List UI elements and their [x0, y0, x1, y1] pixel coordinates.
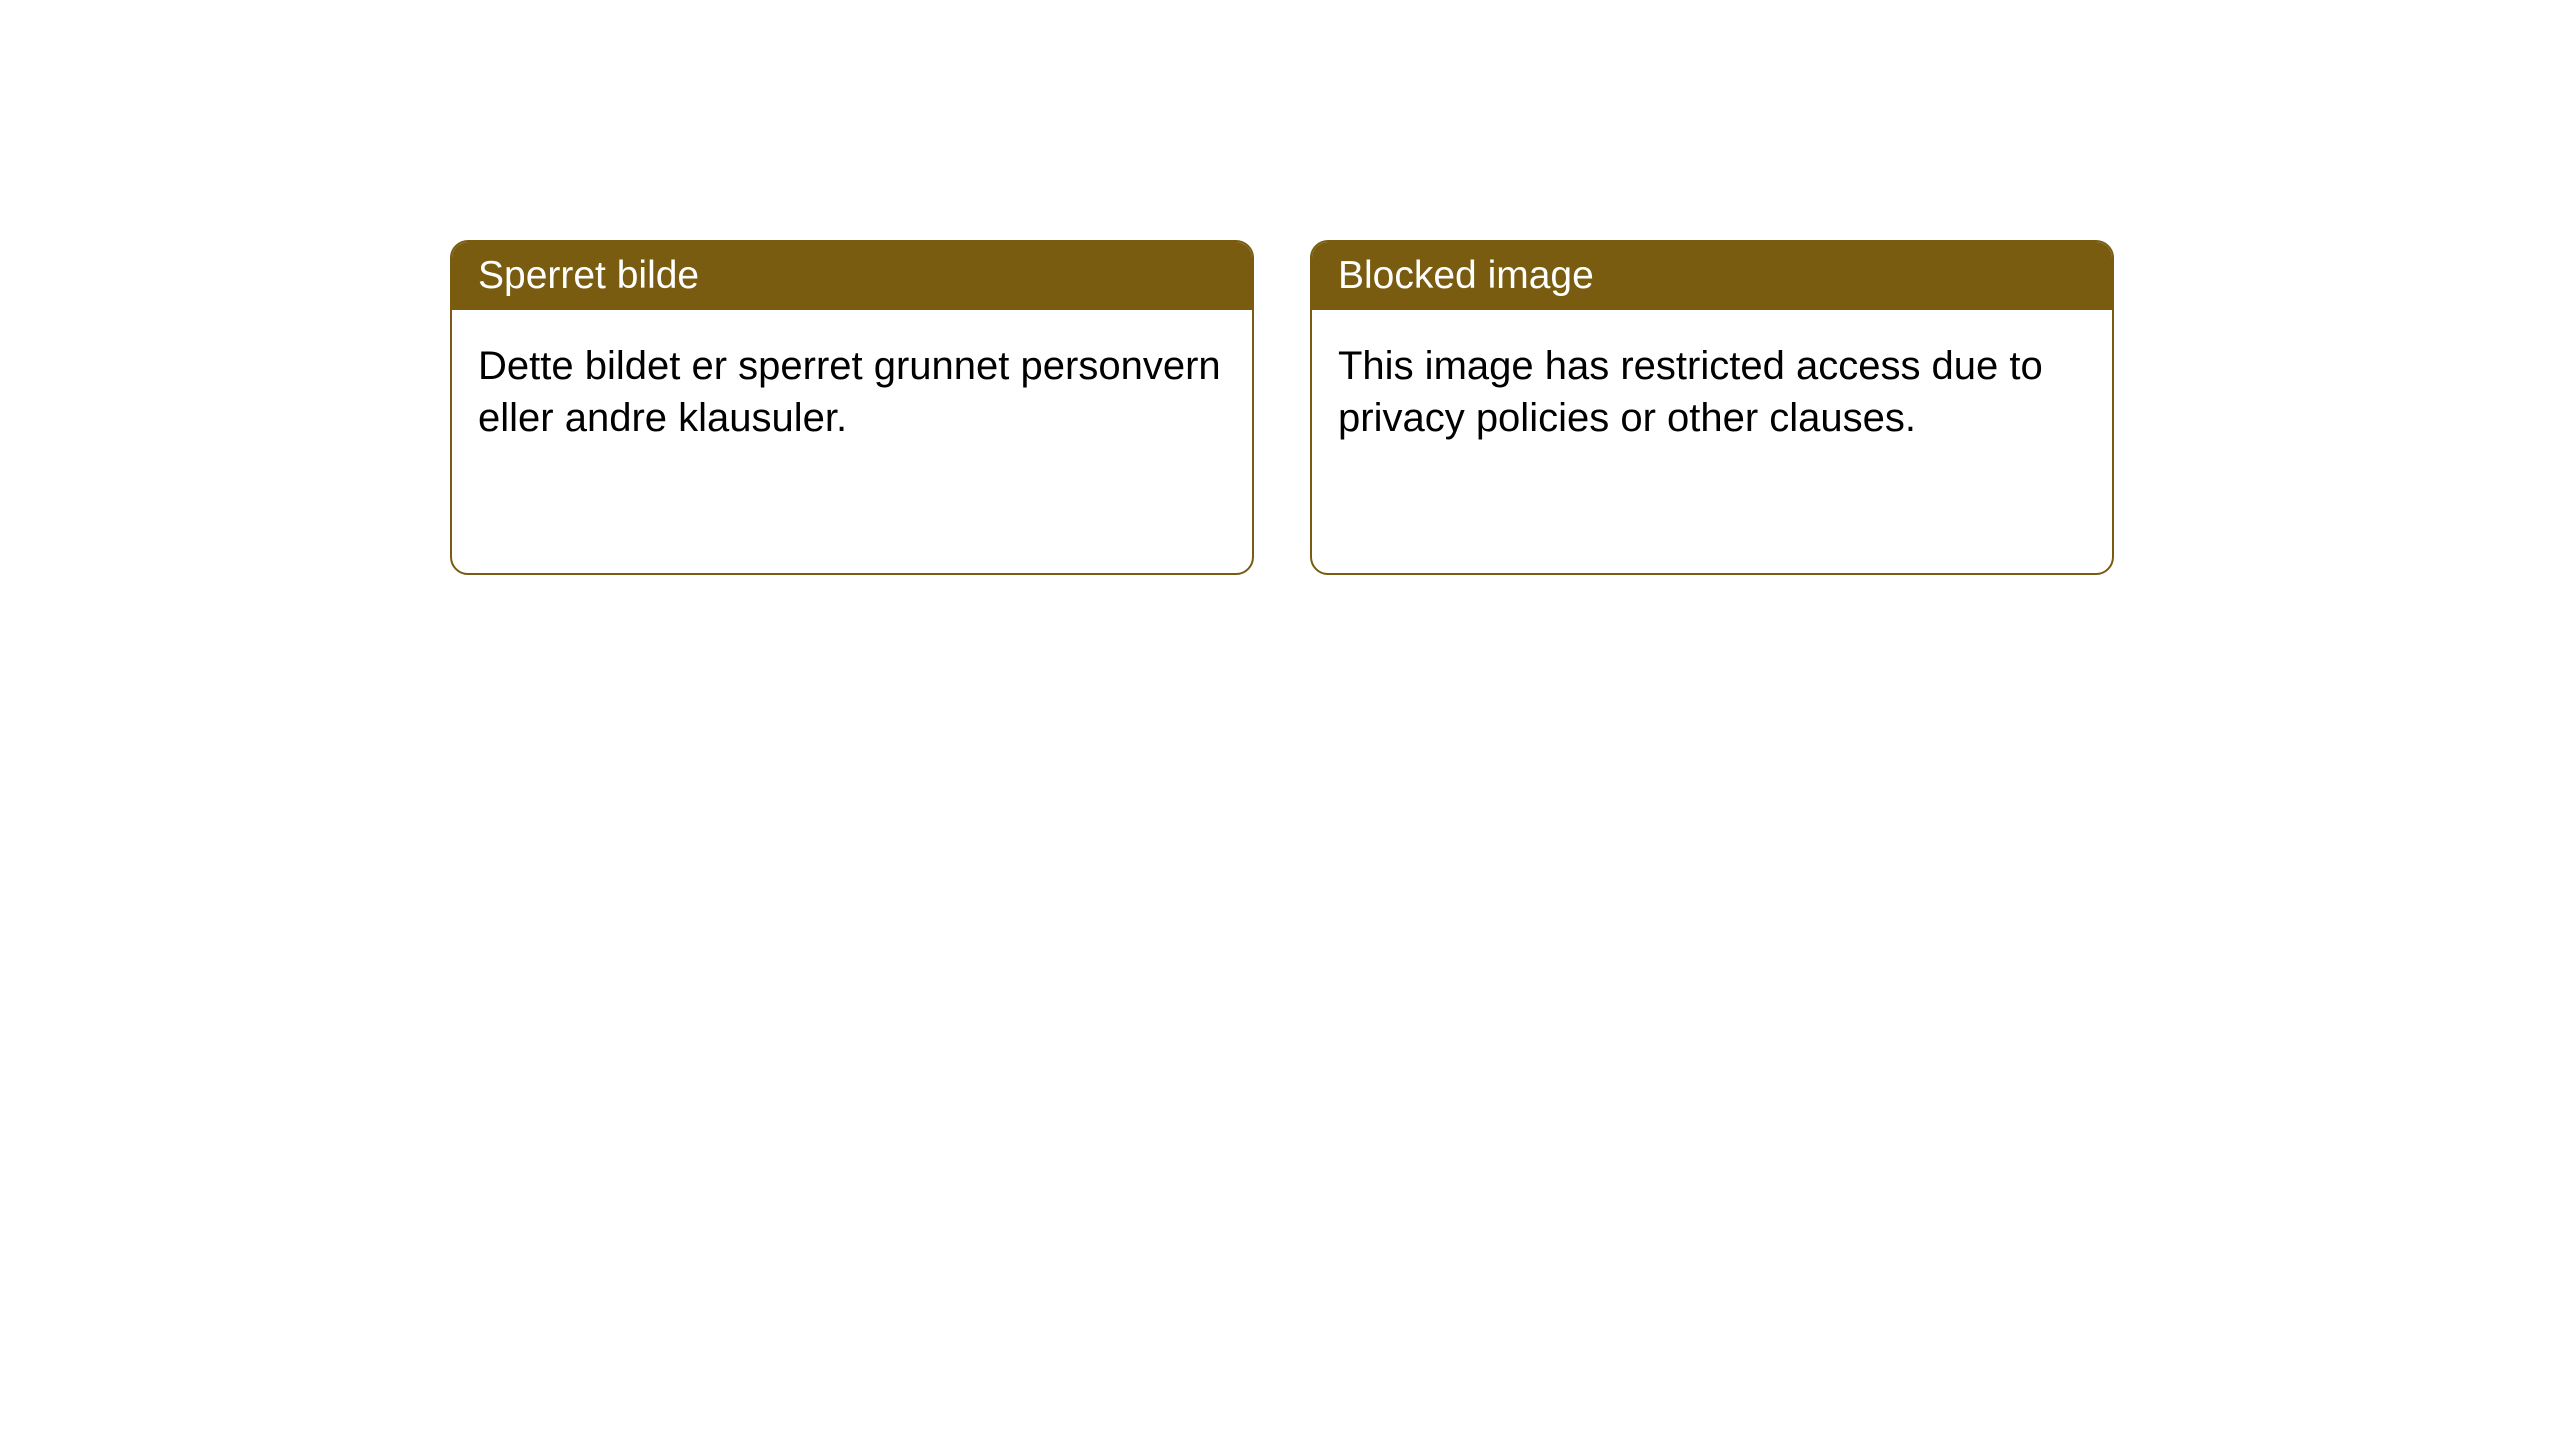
notice-body-text: Dette bildet er sperret grunnet personve… — [478, 344, 1221, 440]
notice-title: Blocked image — [1338, 254, 1594, 297]
notice-body-text: This image has restricted access due to … — [1338, 344, 2043, 440]
notice-container: Sperret bilde Dette bildet er sperret gr… — [0, 0, 2560, 575]
notice-header: Sperret bilde — [452, 242, 1252, 310]
notice-title: Sperret bilde — [478, 254, 699, 297]
notice-body: Dette bildet er sperret grunnet personve… — [452, 310, 1252, 474]
notice-body: This image has restricted access due to … — [1312, 310, 2112, 474]
notice-card-english: Blocked image This image has restricted … — [1310, 240, 2114, 575]
notice-card-norwegian: Sperret bilde Dette bildet er sperret gr… — [450, 240, 1254, 575]
notice-header: Blocked image — [1312, 242, 2112, 310]
